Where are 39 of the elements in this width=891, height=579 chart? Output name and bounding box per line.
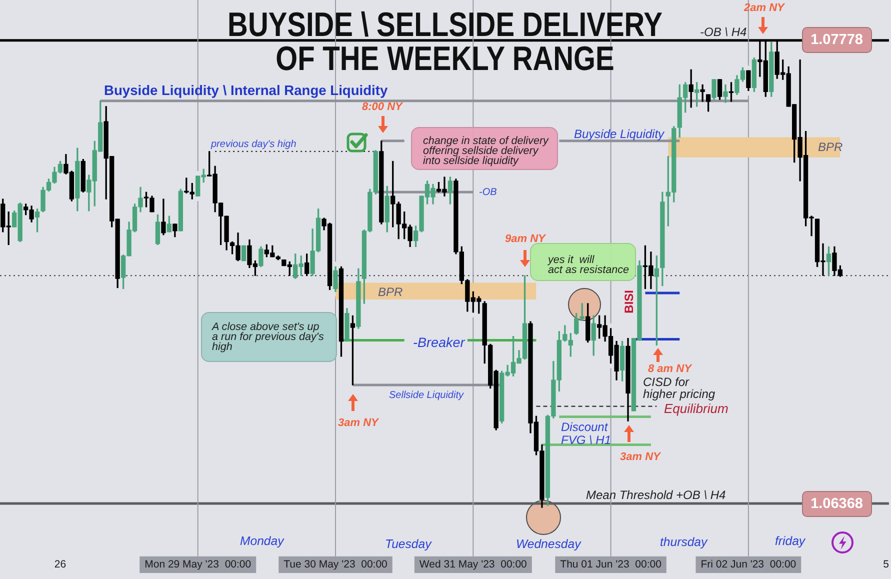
annotation: Sellside Liquidity [389, 390, 464, 401]
annotation: 8 am NY [648, 363, 692, 375]
annotation: friday [775, 534, 806, 548]
annotation: previous day's high [211, 139, 296, 150]
annotation: Discount FVG \ H1 [561, 420, 612, 446]
annotation: BPR [818, 140, 843, 154]
annotation: yes it will act as resistance [548, 254, 630, 276]
x-tick-label: Thu 01 Jun '23 00:00 [560, 558, 662, 571]
annotation: Buyside Liquidity [574, 127, 664, 141]
annotation: Wednesday [516, 537, 581, 551]
x-tick-label: Mon 29 May '23 00:00 [144, 558, 252, 571]
ref-line-label: 1.06368 [802, 490, 872, 517]
annotation: Tuesday [385, 537, 432, 551]
annotation: -Breaker [413, 335, 465, 350]
annotation: thursday [660, 535, 708, 549]
annotation: BISI [622, 290, 636, 314]
annotation: A close above set's up a run for previous day's high [201, 312, 337, 362]
annotation: -OB \ H4 [700, 25, 747, 39]
ref-line-label: 1.07778 [802, 27, 872, 54]
annotation: BPR [378, 285, 403, 299]
annotation: 8:00 NY [362, 101, 402, 113]
text: BUYSIDE \ SELLSIDE DELIVERY OF THE WEEKLY RANGE [228, 6, 662, 78]
annotation: change in state of delivery offering sellside delivery into sellside liquidity [411, 127, 558, 170]
annotation: CISD for higher pricing [643, 375, 716, 401]
x-tick-label: Tue 30 May '23 00:00 [284, 558, 388, 571]
x-tick-label: Wed 31 May '23 00:00 [419, 558, 528, 571]
annotation: Mean Threshold +OB \ H4 [586, 488, 726, 502]
annotation: -OB [479, 187, 497, 198]
annotation: 2am NY [744, 2, 784, 14]
annotation: Equilibrium [664, 401, 728, 416]
x-tick-label: Fri 02 Jun '23 00:00 [700, 558, 796, 571]
annotation: 3am NY [620, 451, 660, 463]
annotation: Monday [240, 534, 284, 548]
candlestick [700, 84, 705, 102]
x-tick-label: 5 [883, 558, 890, 571]
annotation: Buyside Liquidity \ Internal Range Liquidity [104, 83, 388, 98]
annotation: 9am NY [505, 233, 546, 245]
x-tick-label: 26 [54, 558, 66, 571]
annotation: 3am NY [338, 417, 378, 429]
